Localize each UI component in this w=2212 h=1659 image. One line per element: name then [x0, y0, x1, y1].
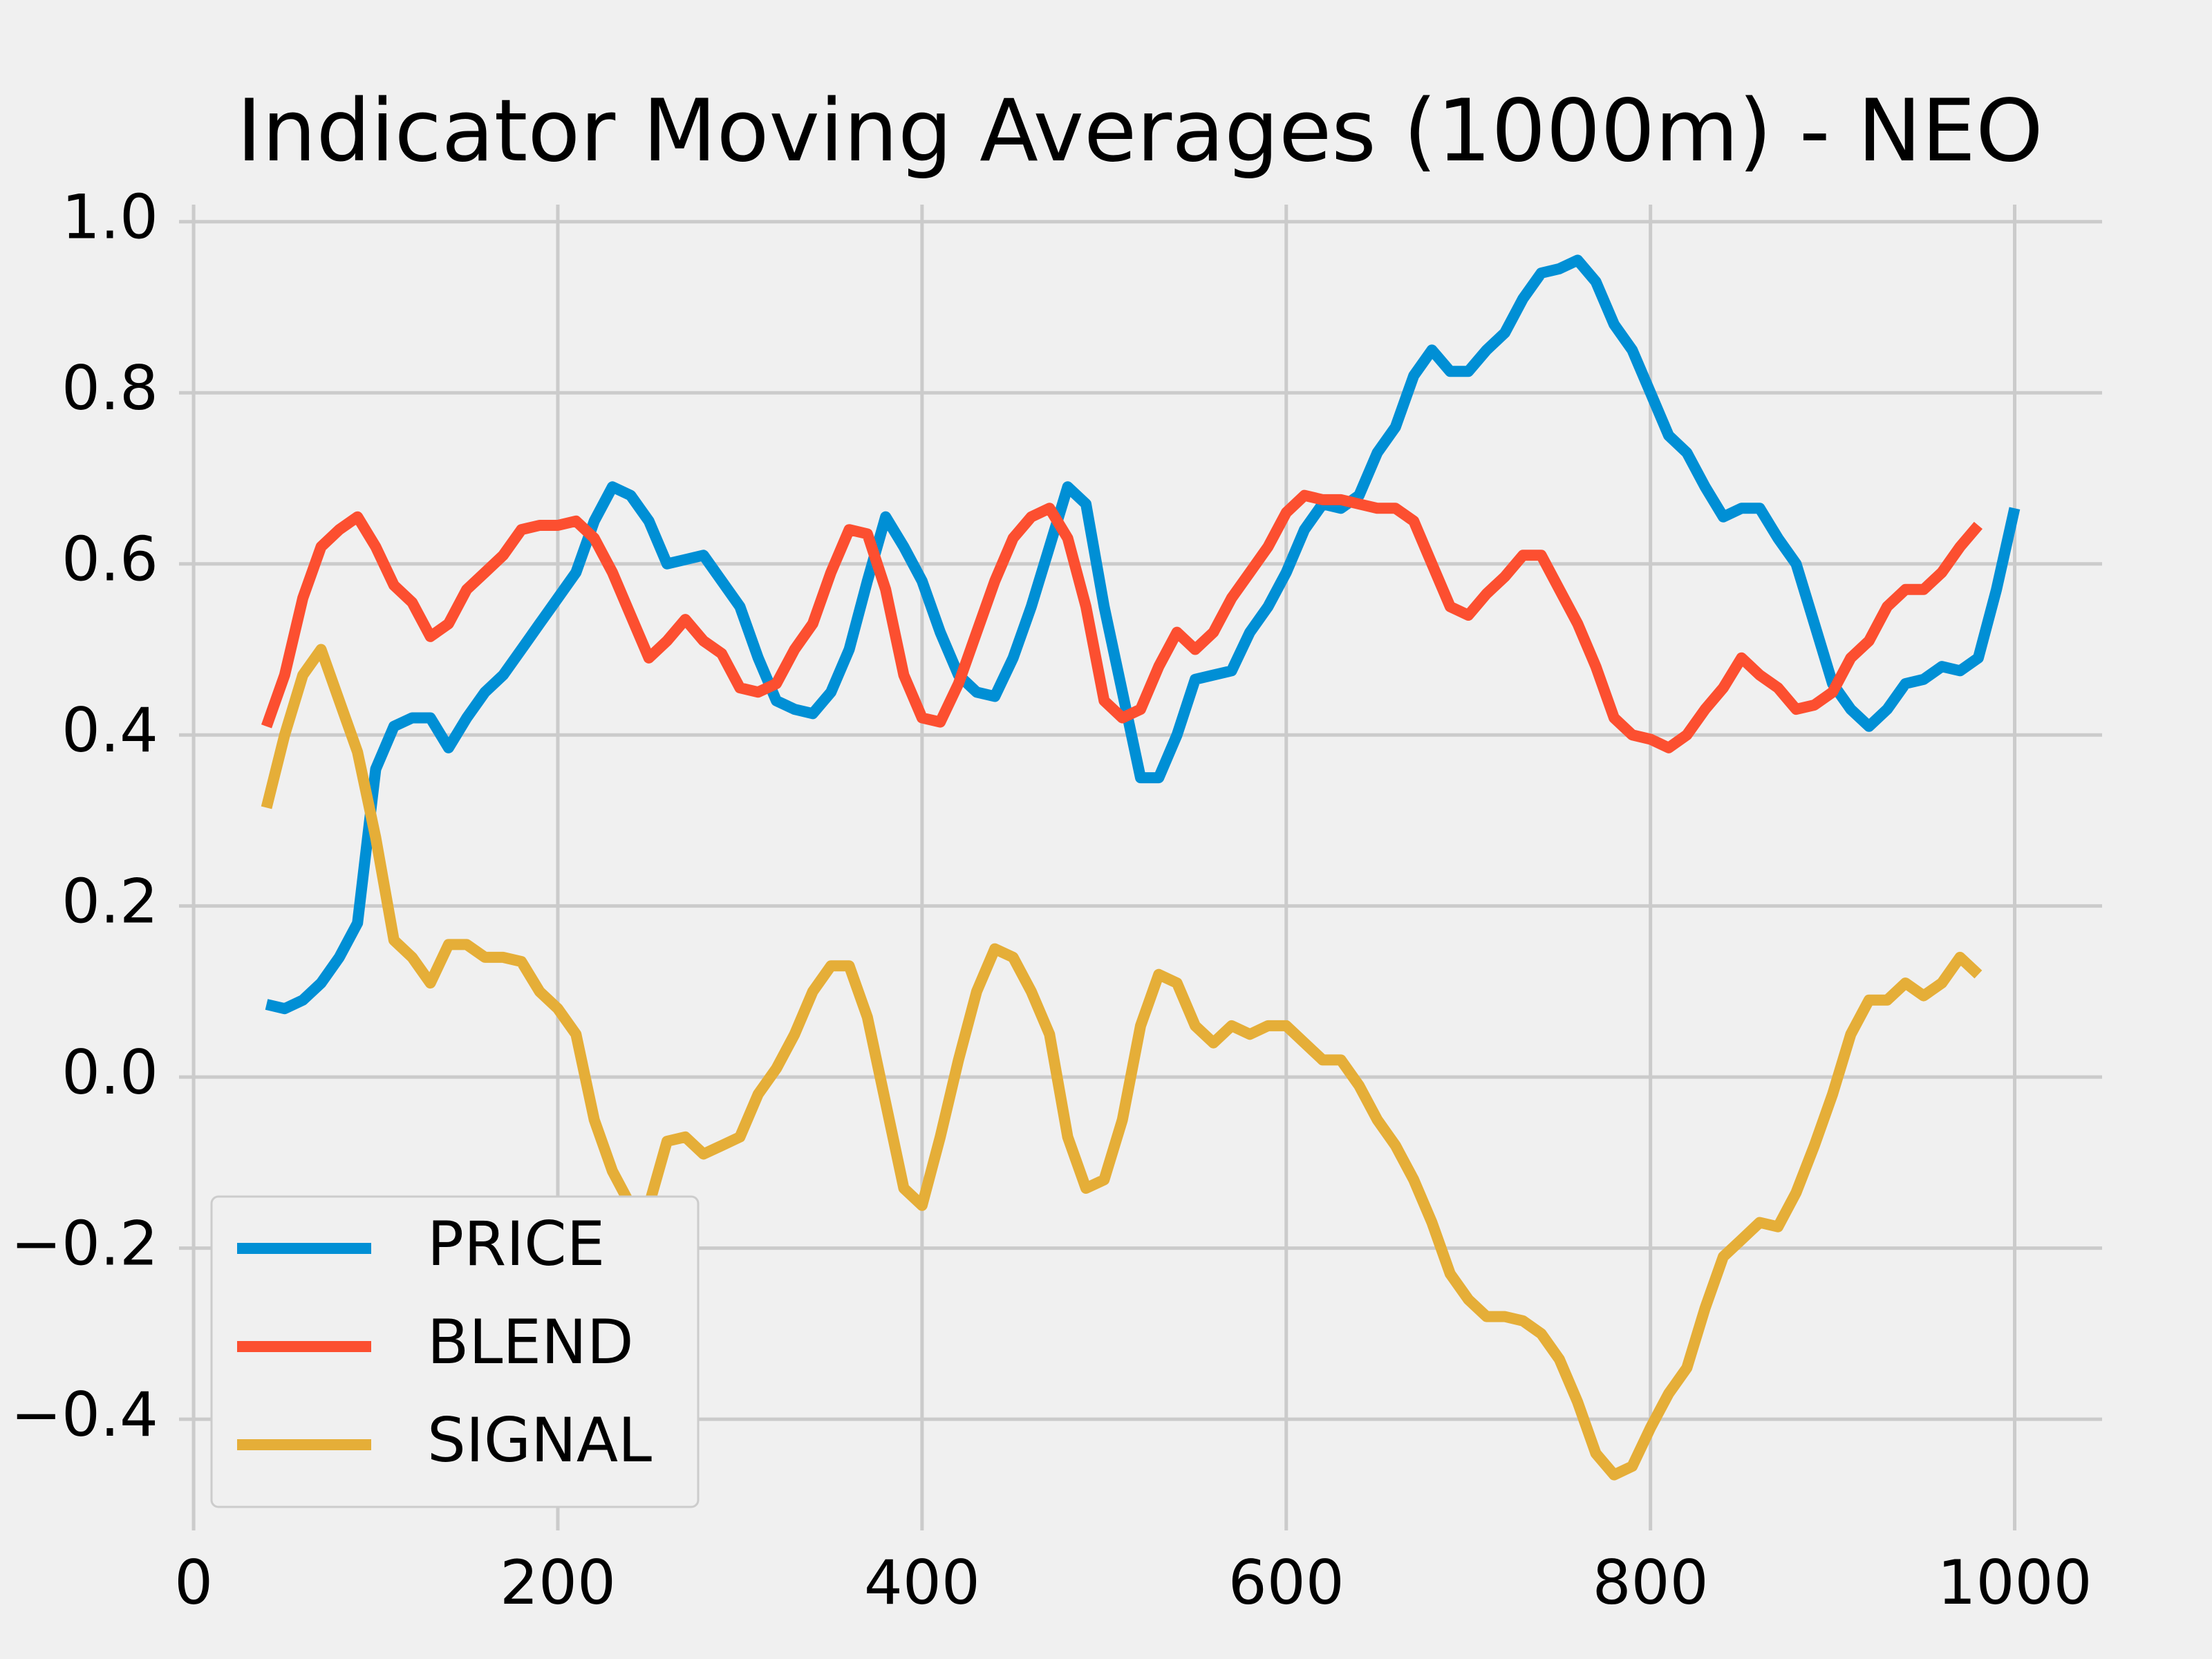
x-axis-label: Minutes — [1015, 1649, 1265, 1659]
y-tick-label: 0.4 — [62, 695, 158, 766]
y-tick-label: 1.0 — [62, 182, 158, 253]
x-tick-label: 0 — [174, 1547, 213, 1618]
legend-box — [210, 1195, 700, 1508]
x-tick-label: 200 — [500, 1547, 616, 1618]
y-tick-label: 0.0 — [62, 1037, 158, 1108]
x-tick-label: 1000 — [1938, 1547, 2092, 1618]
chart-title: Indicator Moving Averages (1000m) - NEO — [236, 82, 2043, 181]
legend-label: PRICE — [427, 1208, 605, 1280]
y-tick-label: 0.6 — [62, 524, 158, 595]
line-series — [261, 489, 1983, 753]
x-tick-label: 600 — [1228, 1547, 1344, 1618]
y-tick-label: 0.2 — [62, 866, 158, 937]
x-tick-label: 400 — [864, 1547, 980, 1618]
y-tick-label: 0.8 — [62, 353, 158, 424]
line-series — [265, 254, 2021, 1015]
line-series — [261, 644, 1983, 1481]
x-tick-label: 800 — [1593, 1547, 1709, 1618]
y-tick-label: −0.2 — [10, 1208, 158, 1280]
legend-label: SIGNAL — [427, 1405, 652, 1476]
legend-label: BLEND — [427, 1306, 634, 1378]
y-tick-label: −0.4 — [10, 1379, 158, 1450]
